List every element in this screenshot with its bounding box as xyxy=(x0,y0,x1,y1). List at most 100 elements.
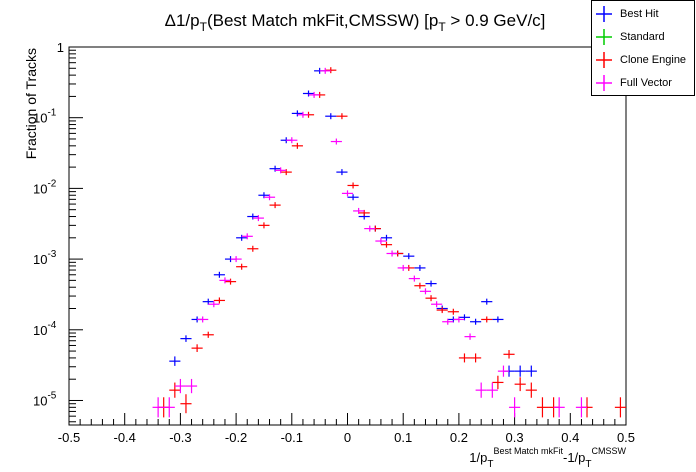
data-point xyxy=(353,207,365,214)
data-point xyxy=(364,225,376,232)
series-full-vector xyxy=(152,67,588,418)
data-point xyxy=(514,377,526,392)
data-point xyxy=(475,382,487,398)
data-point xyxy=(553,397,565,418)
data-point xyxy=(442,318,454,325)
data-point xyxy=(336,113,348,120)
data-point xyxy=(325,113,337,120)
data-point xyxy=(536,397,549,418)
data-point xyxy=(425,295,437,302)
data-point xyxy=(431,301,443,308)
data-point xyxy=(291,142,303,149)
y-axis-label: Fraction of Tracks xyxy=(23,48,39,159)
data-point xyxy=(263,194,276,201)
data-point xyxy=(525,365,537,377)
data-point xyxy=(208,301,220,308)
data-point xyxy=(180,394,192,414)
data-point xyxy=(414,264,426,271)
data-point xyxy=(269,202,281,209)
data-point xyxy=(213,271,225,278)
data-point xyxy=(525,382,537,398)
data-point xyxy=(219,277,231,284)
data-point xyxy=(180,335,192,342)
data-point xyxy=(185,378,198,394)
data-point xyxy=(481,298,493,305)
axes: -0.5 -0.4 -0.3 -0.2 -0.1 0 0.1 0.2 0.3 0.4 0.5 1 10-… xyxy=(33,40,635,445)
data-point xyxy=(347,182,359,189)
data-point xyxy=(275,167,287,174)
legend-entry-standard: Standard xyxy=(596,26,694,48)
data-point xyxy=(308,91,320,98)
data-point xyxy=(397,264,409,271)
y-tick-label: 10-4 xyxy=(33,320,57,338)
data-point xyxy=(230,256,242,263)
data-point xyxy=(414,282,426,289)
x-tick-label: 0.5 xyxy=(617,430,635,445)
data-point xyxy=(386,250,398,257)
data-point xyxy=(152,397,164,418)
data-point xyxy=(191,344,203,352)
data-point xyxy=(297,111,309,118)
data-point xyxy=(419,288,432,295)
x-tick-label: 0.4 xyxy=(561,430,579,445)
y-tick-label: 10-1 xyxy=(33,108,57,126)
legend-entry-best-hit: Best Hit xyxy=(596,3,694,25)
data-point xyxy=(514,365,526,377)
data-point xyxy=(174,378,186,394)
data-point xyxy=(213,297,225,304)
legend-cross-icon xyxy=(596,52,612,68)
data-point xyxy=(481,316,493,323)
data-point xyxy=(436,307,448,314)
y-tick-label: 10-3 xyxy=(33,249,57,267)
y-tick-label: 10-2 xyxy=(33,178,57,196)
data-point xyxy=(458,353,471,363)
x-tick-label: 0.1 xyxy=(394,430,412,445)
legend-cross-icon xyxy=(596,6,612,22)
data-point xyxy=(286,137,298,144)
data-point xyxy=(375,238,387,245)
chart-title: Δ1/pT(Best Match mkFit,CMSSW) [pT > 0.9 … xyxy=(165,11,546,34)
data-point xyxy=(258,222,270,229)
legend: Best Hit Standard Clone Engine Full Vect… xyxy=(591,0,695,96)
data-point xyxy=(247,245,259,252)
data-point xyxy=(492,316,504,323)
x-tick-label: 0 xyxy=(344,430,351,445)
data-point xyxy=(453,316,465,323)
data-point xyxy=(614,397,626,418)
legend-entry-clone-engine: Clone Engine xyxy=(596,49,694,71)
data-point xyxy=(575,397,588,418)
x-tick-label: 0.3 xyxy=(506,430,524,445)
data-point xyxy=(341,190,354,197)
data-point xyxy=(408,275,420,282)
data-point xyxy=(380,241,393,248)
data-point xyxy=(347,194,359,201)
y-tick-label: 10-5 xyxy=(33,390,57,408)
legend-cross-icon xyxy=(596,75,612,91)
data-point xyxy=(202,331,214,338)
data-point xyxy=(425,280,437,287)
data-point xyxy=(330,138,342,145)
data-point xyxy=(169,382,181,398)
legend-label: Best Hit xyxy=(620,8,659,20)
data-point xyxy=(464,333,476,340)
legend-label: Full Vector xyxy=(620,77,672,89)
data-point xyxy=(169,356,181,366)
data-point xyxy=(252,215,264,222)
data-point xyxy=(236,263,248,270)
x-tick-label: -0.2 xyxy=(225,430,247,445)
data-point xyxy=(319,67,331,74)
x-tick-label: -0.4 xyxy=(113,430,135,445)
legend-label: Clone Engine xyxy=(620,54,687,66)
legend-label: Standard xyxy=(620,31,665,43)
x-tick-label: -0.5 xyxy=(58,430,80,445)
data-point xyxy=(503,350,515,359)
data-marks xyxy=(152,67,626,418)
data-point xyxy=(336,169,348,176)
data-point xyxy=(197,316,209,323)
data-point xyxy=(497,365,510,377)
legend-cross-icon xyxy=(596,29,612,45)
data-point xyxy=(224,278,237,285)
legend-entry-full-vector: Full Vector xyxy=(596,72,694,94)
